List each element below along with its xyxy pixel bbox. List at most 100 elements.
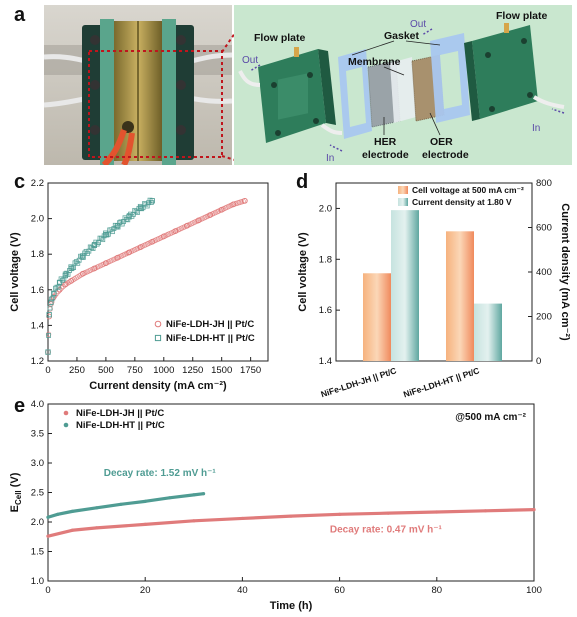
data-point (143, 499, 147, 503)
y-axis-label-left: Cell voltage (V) (297, 232, 309, 312)
y-tick-label: 1.0 (31, 576, 44, 587)
x-tick-label: 60 (334, 585, 345, 596)
data-point (143, 522, 147, 526)
curve-marker (144, 203, 150, 209)
panel-letter-c: c (14, 171, 25, 193)
curve-marker (62, 271, 68, 277)
curve-marker (48, 296, 54, 302)
decay-annotation-jh: Decay rate: 0.47 mV h⁻¹ (330, 525, 443, 536)
panel-letter-d: d (296, 171, 308, 193)
legend-label: NiFe-LDH-JH || Pt/C (76, 408, 164, 419)
data-point (532, 508, 536, 512)
curve-marker (89, 245, 95, 251)
y-tick-label: 2.2 (31, 178, 44, 189)
x-tick-label: 1500 (211, 365, 232, 376)
series-ht (45, 197, 155, 355)
curve-marker (78, 253, 83, 259)
curve-marker (119, 221, 125, 227)
legend-marker (63, 422, 69, 428)
curve-marker (61, 276, 67, 282)
curve-marker (60, 283, 66, 290)
data-point (46, 312, 52, 318)
x-axis-label: Current density (mA cm⁻²) (89, 380, 227, 392)
x-tick-label: 0 (45, 365, 50, 376)
x-tick-label: 40 (237, 585, 248, 596)
y-tick-label: 1.4 (31, 320, 44, 331)
legend-swatch-current (398, 198, 408, 206)
legend-marker (154, 320, 162, 328)
x-tick-label: 100 (526, 585, 542, 596)
curve-marker (148, 200, 154, 205)
label-flow-plate-left: Flow plate (254, 32, 305, 44)
curve-marker (123, 216, 129, 222)
data-point (167, 496, 172, 500)
legend-label: NiFe-LDH-HT || Pt/C (76, 420, 165, 431)
y-tick-label-left: 1.8 (319, 254, 332, 265)
curve-marker (133, 208, 139, 214)
data-point (338, 512, 342, 516)
legend-marker (154, 334, 162, 342)
data-point (289, 514, 293, 518)
curve-marker (80, 255, 86, 260)
data-point (119, 502, 123, 506)
label-oer-electrode: OER electrode (422, 136, 469, 161)
y-tick-label: 3.5 (31, 429, 44, 440)
curve-marker (94, 241, 100, 247)
x-tick-label: 250 (69, 365, 85, 376)
x-axis-label: Time (h) (270, 600, 313, 612)
curve-marker (69, 265, 75, 271)
data-point (192, 519, 196, 523)
curve-marker (58, 276, 64, 282)
y-tick-label-left: 1.6 (319, 305, 332, 316)
legend-label: NiFe-LDH-JH || Pt/C (166, 319, 254, 330)
curve-marker (139, 206, 145, 212)
y-tick-label: 2.0 (31, 214, 44, 225)
label-gasket: Gasket (384, 30, 420, 42)
data-point (45, 349, 51, 355)
curve-marker (68, 264, 74, 270)
x-tick-label: 0 (45, 585, 50, 596)
legend-label-current: Current density at 1.80 V (412, 197, 512, 207)
curve-marker (98, 235, 104, 241)
condition-label: @500 mA cm⁻² (455, 412, 526, 423)
data-point (56, 512, 60, 516)
curve-marker (104, 232, 110, 238)
legend-swatch-voltage (398, 186, 408, 194)
legend-label: NiFe-LDH-HT || Pt/C (166, 333, 255, 344)
y-axis-label: Cell voltage (V) (9, 232, 21, 312)
curve-marker (242, 198, 248, 204)
curve-marker (110, 229, 115, 235)
x-tick-label: 750 (127, 365, 143, 376)
y-tick-label-left: 2.0 (319, 203, 332, 214)
x-tick-label: 500 (98, 365, 114, 376)
y-tick-label-right: 600 (536, 223, 552, 234)
decay-annotation-ht: Decay rate: 1.52 mV h⁻¹ (104, 468, 217, 479)
series-line-jh (46, 508, 536, 538)
curve-marker (60, 277, 65, 283)
bar-cell-voltage (446, 231, 474, 361)
data-point (70, 528, 74, 532)
y-tick-label: 4.0 (31, 399, 44, 410)
y-axis-label-right: Current density (mA cm⁻²) (559, 203, 571, 341)
series-jh (45, 197, 248, 355)
data-point (435, 510, 439, 514)
left-flow-plate (238, 47, 343, 143)
x-tick-label: 20 (140, 585, 151, 596)
category-label: NiFe-LDH-JH || Pt/C (319, 365, 397, 399)
series-line-ht (46, 492, 206, 519)
y-tick-label-right: 0 (536, 356, 541, 367)
x-tick-label: 1250 (182, 365, 203, 376)
data-point (201, 492, 206, 496)
y-tick-label: 1.2 (31, 356, 44, 367)
curve-marker (55, 284, 61, 290)
data-point (240, 516, 244, 521)
data-point (46, 534, 50, 538)
legend-marker (63, 410, 69, 416)
label-out-left: Out (242, 55, 258, 66)
x-tick-label: 80 (432, 585, 443, 596)
curve-marker (100, 237, 106, 243)
curve-marker (51, 291, 57, 297)
data-point (192, 493, 196, 497)
label-membrane: Membrane (348, 56, 401, 68)
